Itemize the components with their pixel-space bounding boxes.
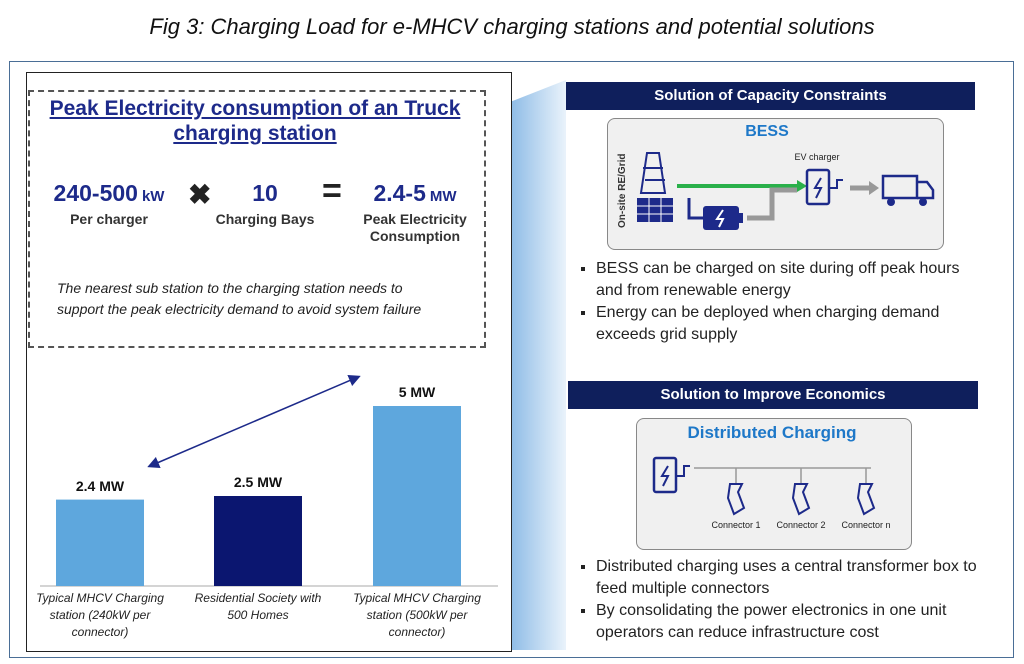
value-label: 5 MW: [398, 384, 436, 400]
bullet: Energy can be deployed when charging dem…: [596, 302, 976, 346]
bullet: By consolidating the power electronics i…: [596, 600, 996, 644]
bar-chart: [40, 375, 498, 587]
frame: [9, 61, 1014, 658]
charger-label: EV charger: [794, 152, 839, 162]
bullet-list: Distributed charging uses a central tran…: [576, 556, 996, 644]
term: 240-500 kW Per charger: [34, 180, 184, 228]
bullet: Distributed charging uses a central tran…: [596, 556, 996, 600]
distributed-diagram: Distributed Charging Connector 1 Connecto…: [652, 423, 891, 530]
value-label: 2.5 MW: [233, 474, 283, 490]
term-value: 2.4-5: [373, 180, 426, 206]
times-sign: ✖: [188, 179, 212, 210]
category-label: Typical MHCV Charging station (240kW per…: [36, 591, 164, 639]
connector-label: Connector n: [841, 520, 890, 530]
bess-diagram: BESS On-site RE/Grid EV charger: [617, 123, 935, 230]
connector-icon: [726, 483, 746, 516]
term-unit: MW: [429, 188, 457, 205]
bar: [214, 496, 302, 586]
bullet-list: BESS can be charged on site during off p…: [576, 258, 976, 346]
term: 10 Charging Bays: [190, 180, 340, 228]
peak-heading: Peak Electricity consumption of an Truck…: [49, 97, 461, 145]
term-caption: Charging Bays: [215, 211, 315, 227]
peak-box: [28, 90, 486, 348]
solution-header: Solution to Improve Economics: [568, 381, 978, 409]
term-caption: Peak Electricity Consumption: [363, 211, 467, 244]
term-unit: kW: [141, 188, 165, 205]
bar: [56, 499, 144, 586]
bar: [373, 406, 461, 586]
comparison-arrow: [147, 375, 361, 468]
diagram-title: Distributed Charging: [687, 423, 856, 442]
term-value: 10: [252, 180, 278, 206]
bullet: BESS can be charged on site during off p…: [596, 258, 976, 302]
connector-label: Connector 1: [711, 520, 760, 530]
category-label: Typical MHCV Charging station (500kW per…: [353, 591, 481, 639]
value-label: 2.4 MW: [75, 477, 125, 494]
term-caption: Per charger: [70, 211, 148, 227]
connector-icon: [791, 483, 811, 516]
solution-header: Solution of Capacity Constraints: [566, 82, 975, 110]
connector-icon: [856, 483, 876, 516]
connector-label: Connector 2: [776, 520, 825, 530]
diagram-title: BESS: [745, 123, 789, 140]
category-label: Residential Society with 500 Homes: [194, 591, 322, 622]
connector-wedge: [510, 80, 566, 650]
figure-title: Fig 3: Charging Load for e-MHCV charging…: [149, 14, 875, 39]
note: The nearest sub station to the charging …: [57, 280, 422, 317]
term-value: 240-500: [53, 180, 138, 206]
source-label: On-site RE/Grid: [617, 154, 628, 228]
equals-sign: =: [322, 172, 342, 210]
term: 2.4-5 MW Peak Electricity Consumption: [340, 180, 490, 245]
